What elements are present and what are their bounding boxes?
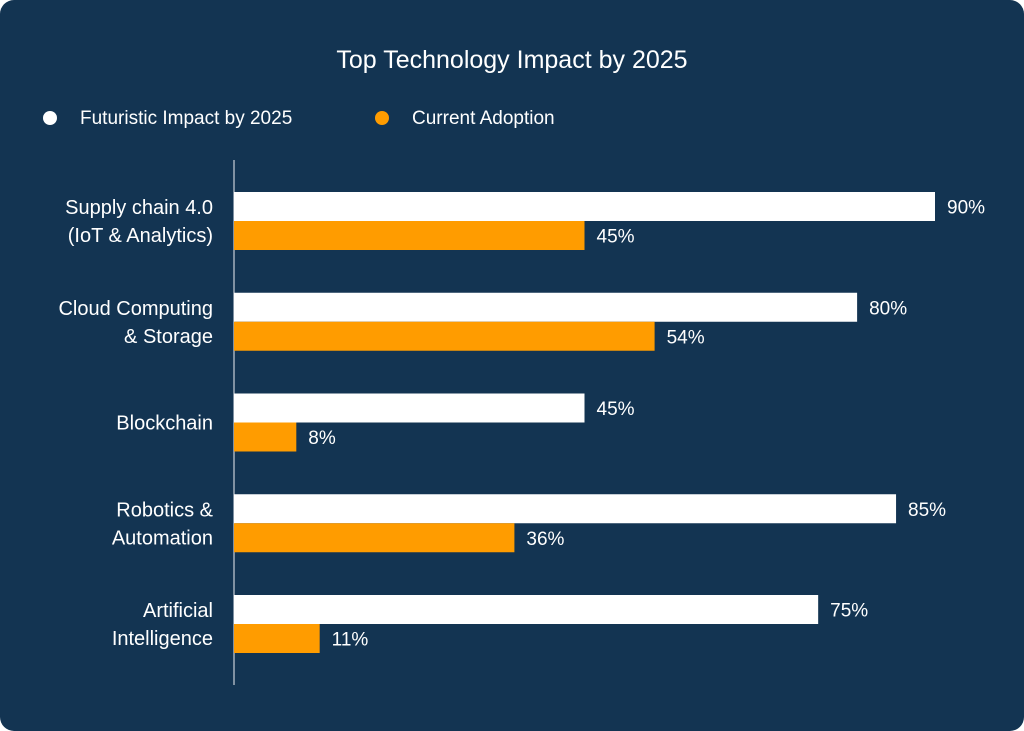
data-label: 11% [332,630,369,651]
data-label: 75% [830,601,868,622]
legend-label-0: Futuristic Impact by 2025 [80,108,292,129]
bar-futuristic [234,393,585,423]
legend-marker-1 [375,111,389,125]
category-label: Intelligence [112,628,213,650]
bar-current [234,321,655,351]
bar-current [234,221,585,250]
bar-futuristic [234,292,858,322]
data-label: 54% [667,327,705,348]
legend-label-1: Current Adoption [412,108,555,129]
category-label: Robotics & [116,499,213,521]
bar-current [234,422,297,452]
category-label: Blockchain [116,413,213,435]
data-label: 45% [597,399,635,420]
bar-futuristic [234,494,897,524]
data-label: 45% [597,227,635,248]
data-label: 90% [947,198,985,219]
category-label: Supply chain 4.0 [65,197,213,219]
category-label: Artificial [143,600,213,622]
category-label: & Storage [124,326,213,348]
data-label: 36% [526,529,564,550]
bars: Supply chain 4.0 (IoT & Analytics) 90% 45% C… [58,192,985,653]
bar-current [234,523,515,553]
legend-marker-0 [43,111,57,125]
data-label: 85% [908,500,946,521]
chart-title: Top Technology Impact by 2025 [336,46,687,74]
bar-current [234,624,320,653]
category-label: Cloud Computing [58,298,213,320]
legend: Futuristic Impact by 2025 Current Adoptio… [43,108,555,129]
data-label: 8% [308,428,336,449]
category-label: Automation [112,527,213,549]
data-label: 80% [869,298,907,319]
bar-futuristic [234,192,935,221]
bar-futuristic [234,595,819,624]
category-label: (IoT & Analytics) [68,225,213,247]
